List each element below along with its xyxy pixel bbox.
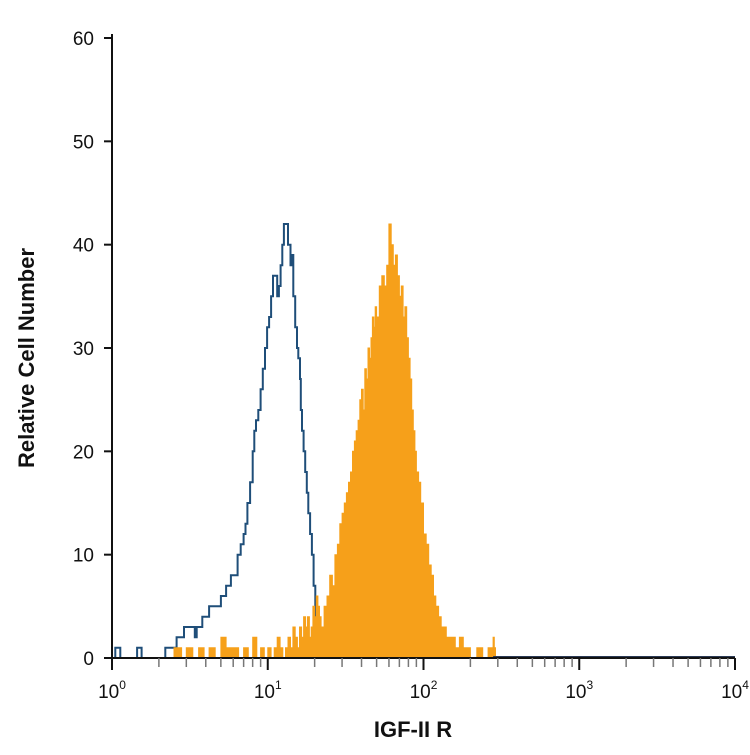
x-tick-exponent: 0 bbox=[119, 678, 126, 692]
plot-area bbox=[112, 223, 735, 659]
y-tick-label: 60 bbox=[73, 29, 94, 50]
y-tick-label: 10 bbox=[73, 546, 94, 567]
x-tick-exponent: 2 bbox=[431, 678, 438, 692]
x-axis-title: IGF-II R bbox=[374, 717, 452, 742]
histogram-series-0-line bbox=[112, 223, 324, 659]
histogram-series-1-fill bbox=[165, 223, 496, 659]
x-tick-exponent: 4 bbox=[742, 678, 749, 692]
x-tick-label: 100 bbox=[98, 678, 126, 703]
x-tick-label: 104 bbox=[721, 678, 749, 703]
x-tick-label: 101 bbox=[254, 678, 282, 703]
x-tick-exponent: 1 bbox=[275, 678, 282, 692]
y-tick-label: 50 bbox=[73, 132, 94, 153]
x-tick-exponent: 3 bbox=[586, 678, 593, 692]
x-tick-label: 102 bbox=[410, 678, 438, 703]
y-tick-label: 40 bbox=[73, 236, 94, 257]
y-tick-label: 20 bbox=[73, 442, 94, 463]
y-tick-label: 30 bbox=[73, 339, 94, 360]
y-tick-label: 0 bbox=[83, 649, 94, 670]
x-tick-label: 103 bbox=[565, 678, 593, 703]
y-axis-title: Relative Cell Number bbox=[14, 248, 39, 469]
